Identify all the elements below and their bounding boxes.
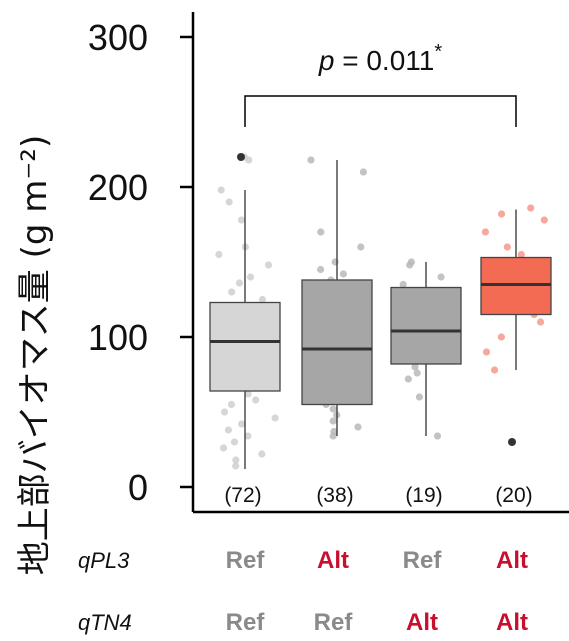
data-point — [411, 363, 419, 371]
sample-count-label: (19) — [405, 484, 442, 507]
genotype-table: qPL3 Ref Alt Ref Alt qTN4 Ref Ref Alt Alt — [78, 547, 528, 636]
outlier-point — [237, 153, 245, 161]
data-point — [433, 432, 442, 440]
data-point — [481, 228, 490, 236]
data-point — [252, 396, 260, 404]
data-point — [235, 279, 244, 287]
p-symbol: p — [318, 45, 335, 76]
data-point — [224, 426, 233, 434]
data-point — [331, 258, 339, 266]
data-point — [238, 420, 246, 428]
data-point — [497, 333, 505, 341]
data-point — [215, 250, 223, 259]
data-point — [271, 414, 279, 422]
data-point — [317, 228, 325, 236]
data-point — [227, 400, 236, 409]
genotype-value: Ref — [226, 609, 266, 636]
data-point — [245, 156, 253, 164]
p-value-label: p = 0.011* — [318, 41, 442, 76]
data-point — [228, 288, 236, 296]
data-point — [415, 393, 424, 401]
genotype-row-qTN4: qTN4 Ref Ref Alt Alt — [78, 609, 528, 636]
y-tick-label: 300 — [88, 17, 148, 58]
significance-star: * — [434, 41, 442, 63]
data-point — [225, 198, 233, 206]
genotype-value: Ref — [403, 547, 443, 574]
genotype-value: Alt — [496, 547, 528, 574]
genotype-value: Alt — [406, 609, 438, 636]
outlier-point — [508, 438, 516, 446]
data-point — [540, 216, 548, 224]
genotype-value: Alt — [317, 547, 349, 574]
genotype-row-qPL3: qPL3 Ref Alt Ref Alt — [78, 547, 528, 574]
sample-counts: (72) (38) (19) (20) — [224, 484, 532, 507]
genotype-row-name: qPL3 — [78, 548, 130, 573]
data-point — [246, 273, 255, 281]
box — [209, 301, 281, 392]
box-group-1 — [209, 153, 281, 469]
data-point — [357, 243, 365, 251]
sample-count-label: (38) — [316, 484, 353, 507]
data-point — [359, 168, 368, 176]
data-point — [437, 273, 445, 281]
genotype-row-name: qTN4 — [78, 610, 132, 635]
data-point — [329, 405, 337, 413]
data-point — [264, 261, 273, 269]
data-point — [339, 270, 347, 278]
significance-annotation: p = 0.011* — [244, 41, 517, 127]
data-point — [244, 390, 252, 398]
data-point — [219, 444, 228, 452]
box-group-3 — [390, 262, 462, 436]
y-tick-label: 100 — [88, 317, 148, 358]
data-point — [220, 408, 229, 416]
data-point — [258, 450, 266, 458]
data-point — [230, 438, 239, 446]
data-point — [244, 432, 252, 440]
sample-count-label: (20) — [495, 484, 532, 507]
data-point — [536, 318, 545, 326]
data-point — [517, 250, 525, 259]
data-point — [307, 156, 315, 164]
box-group-2 — [301, 160, 373, 436]
data-point — [354, 423, 362, 431]
data-point — [258, 295, 267, 304]
data-point — [217, 186, 225, 194]
data-point — [232, 456, 240, 464]
genotype-value: Ref — [226, 547, 266, 574]
genotype-value: Ref — [314, 609, 354, 636]
y-tick-label: 200 — [88, 167, 148, 208]
boxes — [209, 153, 552, 469]
data-point — [527, 204, 535, 212]
data-point — [413, 369, 421, 377]
data-point — [237, 216, 246, 224]
genotype-value: Alt — [496, 609, 528, 636]
y-axis-label: 地上部バイオマス量 (g m⁻²) — [15, 135, 55, 575]
data-point — [503, 243, 511, 251]
data-point — [497, 210, 506, 218]
data-point — [406, 261, 414, 269]
data-point — [232, 462, 240, 470]
y-ticks: 0 100 200 300 — [88, 17, 193, 508]
y-tick-label: 0 — [128, 467, 148, 508]
box-group-4 — [480, 209, 552, 446]
data-point — [329, 417, 337, 425]
box — [301, 279, 373, 406]
data-point — [317, 265, 325, 274]
data-point — [399, 280, 407, 289]
data-point — [490, 366, 499, 374]
sample-count-label: (72) — [224, 484, 261, 507]
box — [390, 286, 462, 365]
data-point — [404, 375, 412, 383]
p-value: = 0.011 — [334, 45, 434, 76]
data-point — [482, 348, 491, 356]
significance-bracket — [244, 95, 517, 127]
data-point — [329, 432, 337, 440]
